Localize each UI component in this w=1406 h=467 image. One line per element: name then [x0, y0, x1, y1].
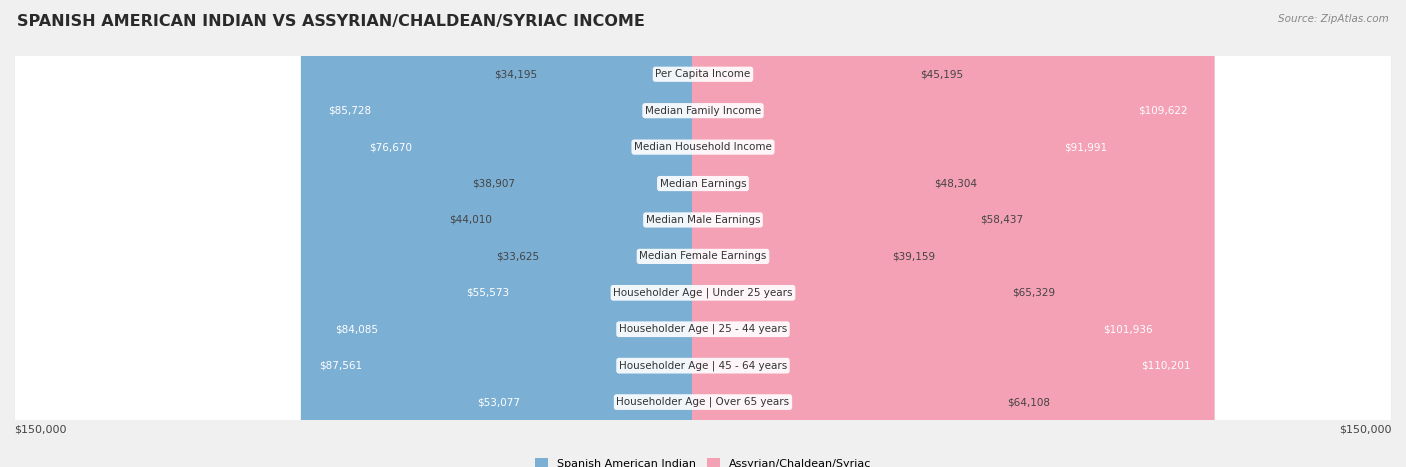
FancyBboxPatch shape	[14, 0, 1392, 467]
Text: $150,000: $150,000	[14, 425, 66, 435]
FancyBboxPatch shape	[692, 0, 1177, 467]
Text: Householder Age | 25 - 44 years: Householder Age | 25 - 44 years	[619, 324, 787, 334]
FancyBboxPatch shape	[692, 0, 931, 467]
FancyBboxPatch shape	[14, 0, 1392, 467]
FancyBboxPatch shape	[14, 0, 1392, 467]
Text: Householder Age | Over 65 years: Householder Age | Over 65 years	[616, 397, 790, 407]
Text: Source: ZipAtlas.com: Source: ZipAtlas.com	[1278, 14, 1389, 24]
FancyBboxPatch shape	[692, 0, 1212, 467]
FancyBboxPatch shape	[692, 0, 1008, 467]
FancyBboxPatch shape	[460, 0, 709, 467]
FancyBboxPatch shape	[501, 0, 709, 467]
Text: $101,936: $101,936	[1104, 324, 1153, 334]
Text: Householder Age | Under 25 years: Householder Age | Under 25 years	[613, 288, 793, 298]
Text: $85,728: $85,728	[328, 106, 371, 116]
Text: Median Household Income: Median Household Income	[634, 142, 772, 152]
Text: $38,907: $38,907	[472, 178, 515, 189]
Text: $53,077: $53,077	[478, 397, 520, 407]
FancyBboxPatch shape	[14, 0, 1392, 467]
FancyBboxPatch shape	[316, 0, 709, 467]
FancyBboxPatch shape	[692, 0, 889, 467]
FancyBboxPatch shape	[14, 0, 1392, 467]
FancyBboxPatch shape	[14, 0, 1392, 467]
Text: Per Capita Income: Per Capita Income	[655, 69, 751, 79]
FancyBboxPatch shape	[692, 0, 917, 467]
Text: $55,573: $55,573	[467, 288, 509, 298]
Text: Median Family Income: Median Family Income	[645, 106, 761, 116]
FancyBboxPatch shape	[524, 0, 709, 467]
FancyBboxPatch shape	[692, 0, 1002, 467]
FancyBboxPatch shape	[309, 0, 709, 467]
FancyBboxPatch shape	[301, 0, 709, 467]
FancyBboxPatch shape	[692, 0, 977, 467]
FancyBboxPatch shape	[692, 0, 1130, 467]
FancyBboxPatch shape	[548, 0, 709, 467]
Text: $109,622: $109,622	[1139, 106, 1188, 116]
Legend: Spanish American Indian, Assyrian/Chaldean/Syriac: Spanish American Indian, Assyrian/Chalde…	[530, 454, 876, 467]
Text: $87,561: $87,561	[319, 361, 363, 371]
Text: Median Male Earnings: Median Male Earnings	[645, 215, 761, 225]
Text: SPANISH AMERICAN INDIAN VS ASSYRIAN/CHALDEAN/SYRIAC INCOME: SPANISH AMERICAN INDIAN VS ASSYRIAN/CHAL…	[17, 14, 645, 29]
Text: $91,991: $91,991	[1064, 142, 1107, 152]
Text: $150,000: $150,000	[1340, 425, 1392, 435]
Text: $39,159: $39,159	[891, 251, 935, 262]
Text: $44,010: $44,010	[449, 215, 492, 225]
Text: $33,625: $33,625	[496, 251, 540, 262]
Text: $45,195: $45,195	[920, 69, 963, 79]
FancyBboxPatch shape	[352, 0, 709, 467]
Text: $65,329: $65,329	[1012, 288, 1056, 298]
Text: $34,195: $34,195	[494, 69, 537, 79]
FancyBboxPatch shape	[546, 0, 709, 467]
Text: Median Female Earnings: Median Female Earnings	[640, 251, 766, 262]
Text: $48,304: $48,304	[934, 178, 977, 189]
Text: $84,085: $84,085	[335, 324, 378, 334]
FancyBboxPatch shape	[14, 0, 1392, 467]
FancyBboxPatch shape	[14, 0, 1392, 467]
FancyBboxPatch shape	[447, 0, 709, 467]
Text: $58,437: $58,437	[980, 215, 1024, 225]
Text: $64,108: $64,108	[1007, 397, 1050, 407]
Text: Median Earnings: Median Earnings	[659, 178, 747, 189]
FancyBboxPatch shape	[14, 0, 1392, 467]
Text: $110,201: $110,201	[1142, 361, 1191, 371]
Text: Householder Age | 45 - 64 years: Householder Age | 45 - 64 years	[619, 361, 787, 371]
Text: $76,670: $76,670	[370, 142, 412, 152]
FancyBboxPatch shape	[692, 0, 1215, 467]
FancyBboxPatch shape	[14, 0, 1392, 467]
